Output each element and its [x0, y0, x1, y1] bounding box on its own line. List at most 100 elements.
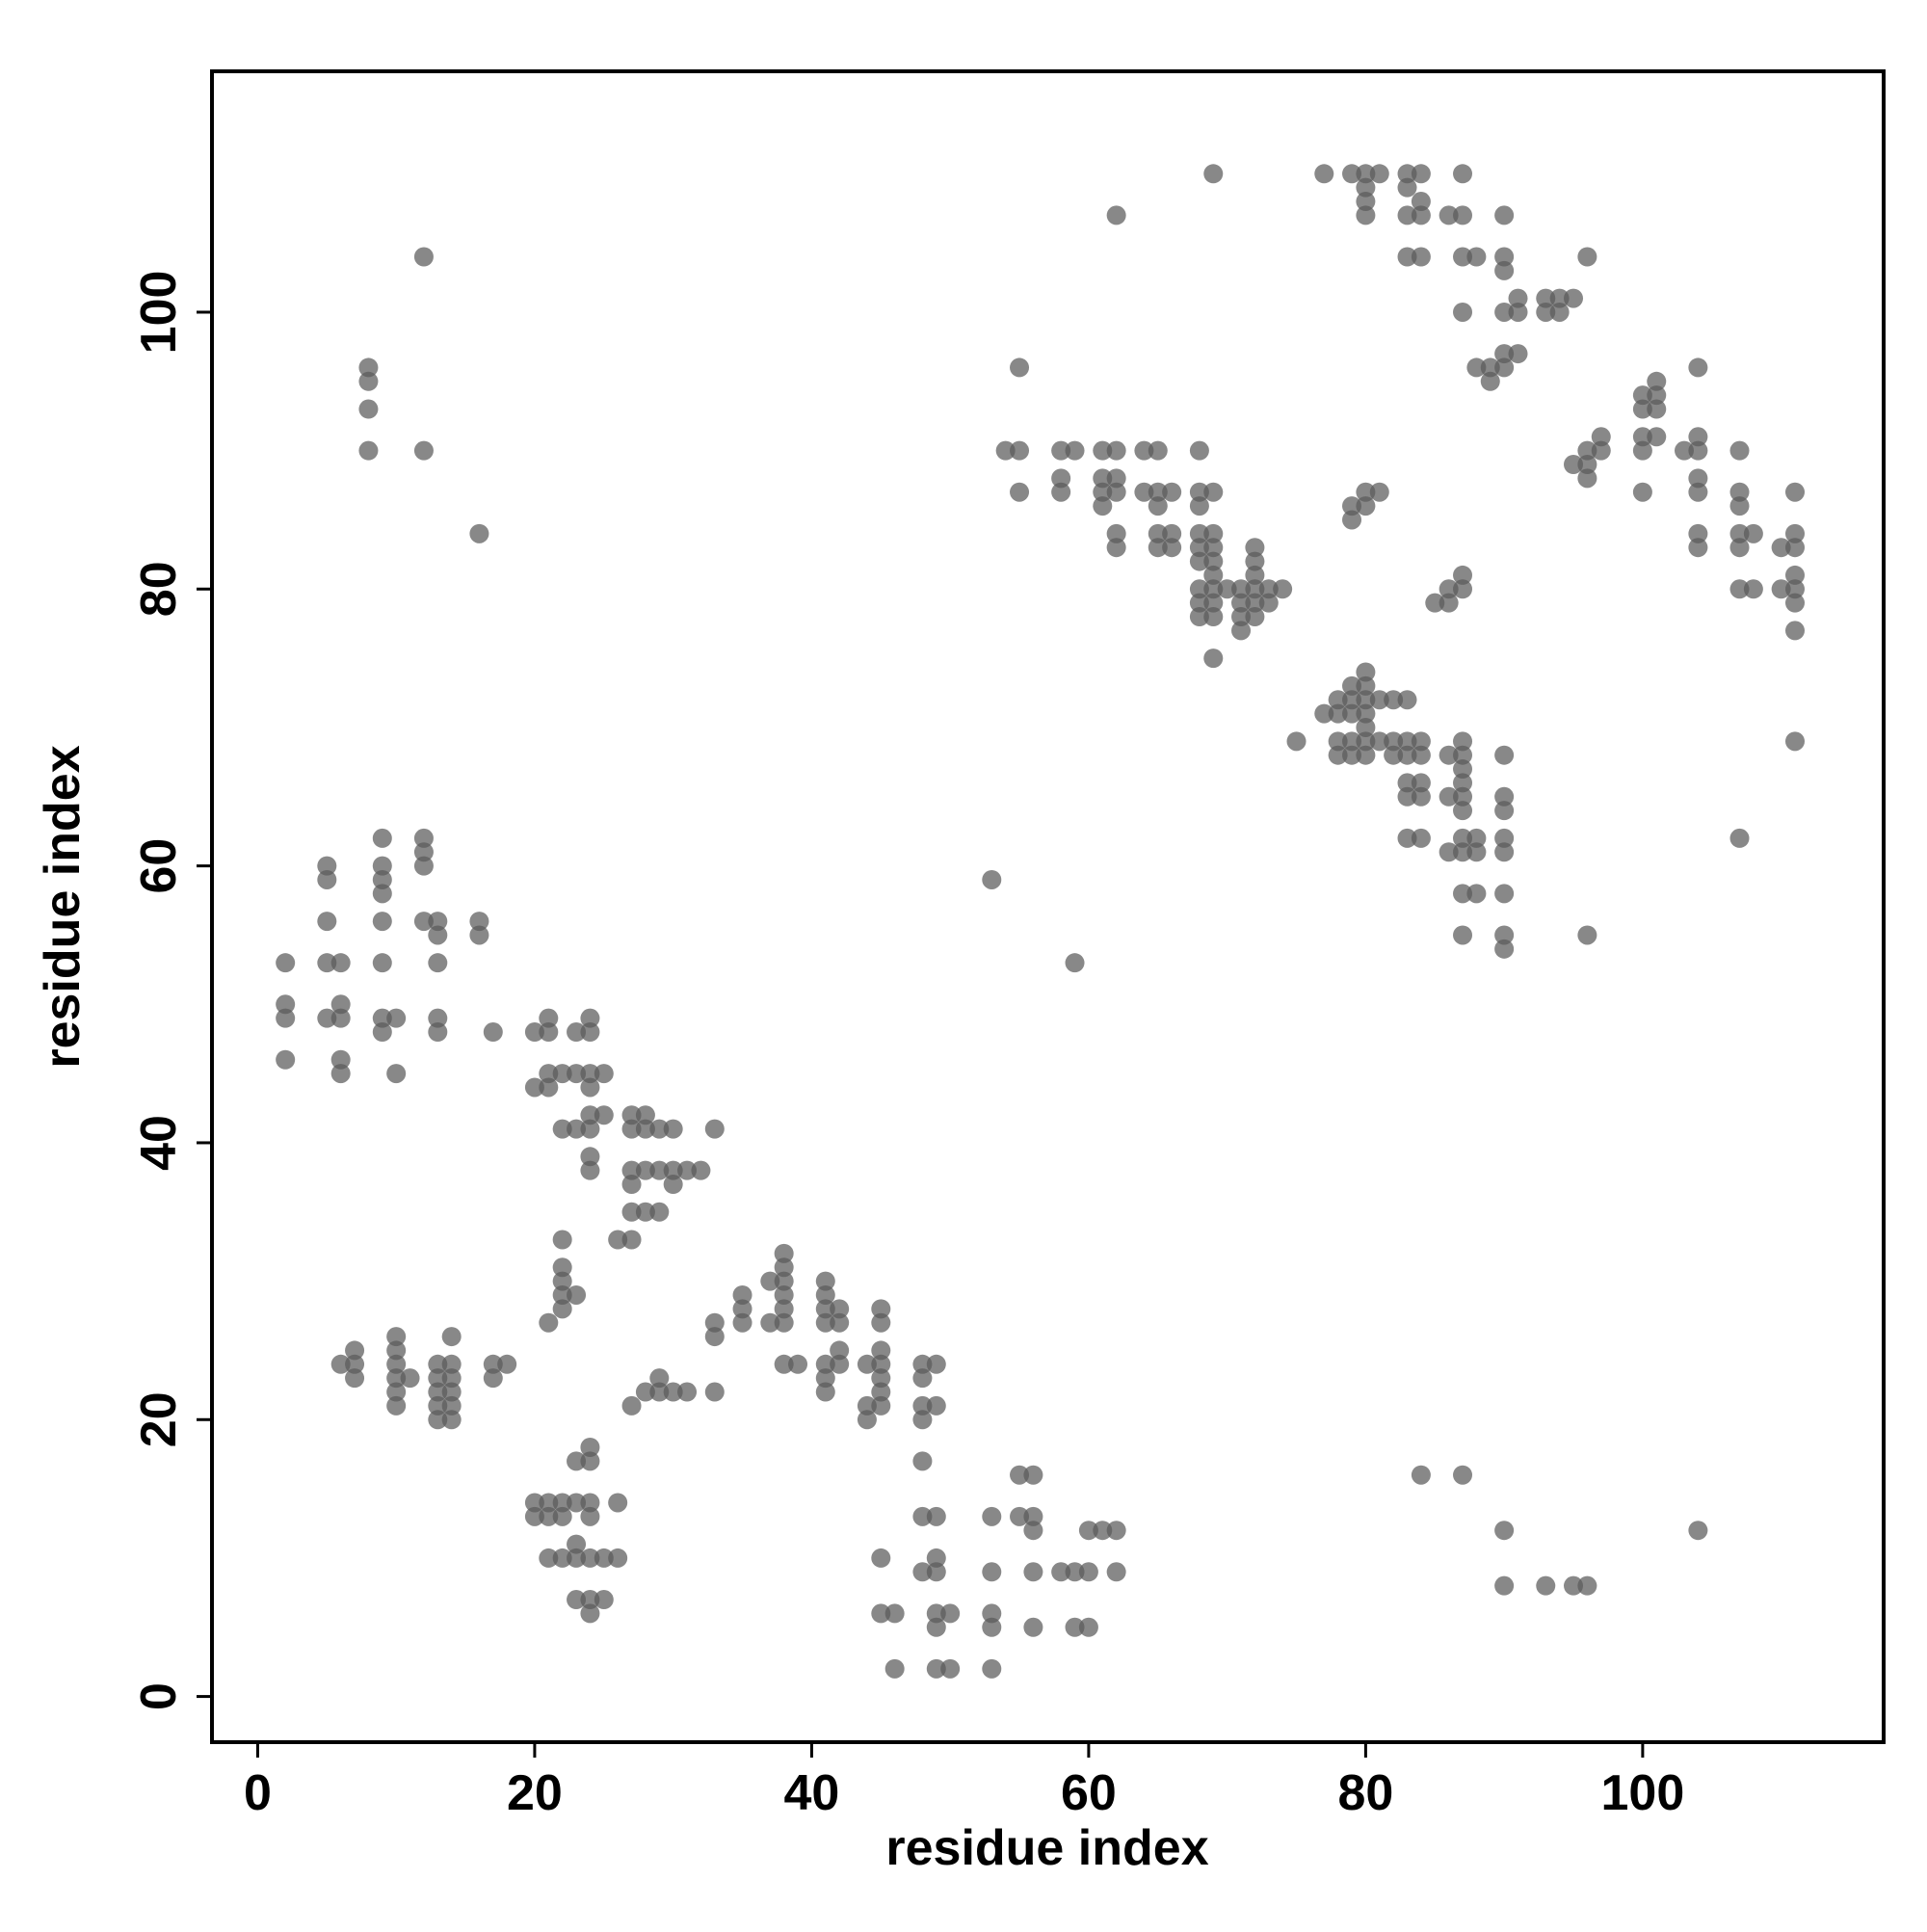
point [1010, 357, 1030, 378]
point [1162, 523, 1182, 543]
point [1148, 496, 1168, 516]
point [441, 1395, 462, 1416]
point [926, 1658, 946, 1679]
point [1536, 1575, 1556, 1596]
point [330, 1354, 351, 1374]
point [982, 1658, 1002, 1679]
point [1189, 523, 1209, 543]
point [552, 1271, 572, 1291]
point [1494, 302, 1515, 322]
point [469, 912, 489, 932]
point [1688, 357, 1708, 378]
point [428, 1354, 448, 1374]
point [1564, 288, 1584, 308]
point [1093, 468, 1113, 489]
point [1453, 828, 1473, 848]
point [345, 1340, 365, 1361]
point [386, 1064, 407, 1084]
x-tick-label: 100 [1601, 1765, 1685, 1821]
point [982, 1506, 1002, 1526]
point [1106, 538, 1126, 558]
point [1647, 427, 1667, 447]
point [774, 1299, 794, 1319]
point [788, 1354, 808, 1374]
point [871, 1382, 891, 1402]
point [1258, 579, 1279, 599]
point [1729, 482, 1750, 502]
point [663, 1119, 683, 1139]
point [704, 1382, 725, 1402]
point [1688, 468, 1708, 489]
point [594, 1548, 614, 1568]
x-tick-label: 60 [1061, 1765, 1117, 1821]
point [580, 1451, 600, 1471]
point [580, 1506, 600, 1526]
y-tick-label: 0 [131, 1682, 187, 1710]
point [358, 371, 379, 391]
point [912, 1451, 933, 1471]
point [1785, 579, 1806, 599]
point [774, 1243, 794, 1263]
point [567, 1064, 587, 1084]
point [1494, 1575, 1515, 1596]
point [1356, 496, 1376, 516]
point [649, 1368, 670, 1389]
point [567, 1022, 587, 1043]
point [1632, 482, 1652, 502]
point [1480, 371, 1500, 391]
point [1494, 939, 1515, 959]
point [386, 1354, 407, 1374]
point [926, 1395, 946, 1416]
point [1314, 703, 1334, 724]
point [1397, 828, 1417, 848]
point [552, 1493, 572, 1513]
point [441, 1368, 462, 1389]
point [580, 1022, 600, 1043]
point [1106, 523, 1126, 543]
point [1494, 260, 1515, 280]
point [524, 1493, 544, 1513]
point [1328, 703, 1348, 724]
point [1245, 565, 1265, 585]
point [469, 925, 489, 945]
point [871, 1603, 891, 1624]
point [1231, 607, 1252, 627]
point [621, 1119, 642, 1139]
point [413, 856, 434, 876]
point [1023, 1465, 1043, 1485]
point [1411, 205, 1431, 225]
point [774, 1284, 794, 1305]
point [704, 1312, 725, 1333]
point [1647, 399, 1667, 419]
point [1397, 205, 1417, 225]
point [1245, 551, 1265, 571]
point [1010, 482, 1030, 502]
point [1231, 621, 1252, 641]
point [1356, 675, 1376, 696]
point [1286, 731, 1307, 752]
point [1203, 482, 1224, 502]
point [441, 1327, 462, 1347]
point [857, 1354, 877, 1374]
point [1785, 523, 1806, 543]
point [830, 1340, 850, 1361]
point [912, 1562, 933, 1582]
point [1453, 731, 1473, 752]
x-axis-label: residue index [885, 1820, 1208, 1876]
point [1411, 1465, 1431, 1485]
point [413, 828, 434, 848]
point [1785, 593, 1806, 613]
point [1632, 440, 1652, 461]
point [1466, 884, 1487, 904]
point [1106, 1562, 1126, 1582]
point [704, 1119, 725, 1139]
point [428, 1008, 448, 1028]
point [1203, 565, 1224, 585]
point [857, 1410, 877, 1430]
point [926, 1603, 946, 1624]
point [1411, 731, 1431, 752]
point [1494, 344, 1515, 364]
point [1411, 773, 1431, 793]
x-tick-label: 40 [783, 1765, 839, 1821]
point [539, 1493, 559, 1513]
